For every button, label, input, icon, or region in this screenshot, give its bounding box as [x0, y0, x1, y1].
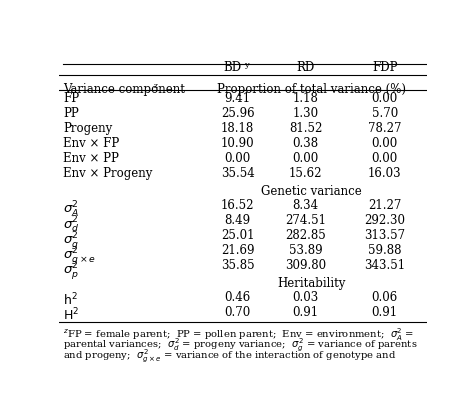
Text: 35.54: 35.54: [220, 167, 255, 181]
Text: Variance component: Variance component: [63, 83, 185, 96]
Text: 16.03: 16.03: [368, 167, 401, 181]
Text: 343.51: 343.51: [364, 259, 405, 272]
Text: 0.00: 0.00: [372, 152, 398, 165]
Text: 0.06: 0.06: [372, 290, 398, 304]
Text: 0.03: 0.03: [292, 290, 319, 304]
Text: 313.57: 313.57: [364, 229, 405, 242]
Text: Heritability: Heritability: [277, 277, 346, 290]
Text: parental variances;  $\sigma^2_d$ = progeny variance;  $\sigma^2_g$ = variance o: parental variances; $\sigma^2_d$ = proge…: [63, 337, 418, 354]
Text: FP: FP: [63, 92, 79, 105]
Text: $\sigma^2_g$: $\sigma^2_g$: [63, 230, 79, 252]
Text: Env × PP: Env × PP: [63, 152, 119, 165]
Text: 0.00: 0.00: [292, 152, 319, 165]
Text: 0.91: 0.91: [372, 306, 398, 319]
Text: Env × Progeny: Env × Progeny: [63, 167, 153, 181]
Text: 1.30: 1.30: [292, 107, 319, 120]
Text: z: z: [154, 82, 158, 90]
Text: 25.96: 25.96: [221, 107, 255, 120]
Text: 0.70: 0.70: [224, 306, 251, 319]
Text: 8.49: 8.49: [224, 214, 251, 227]
Text: 5.70: 5.70: [372, 107, 398, 120]
Text: 21.69: 21.69: [221, 244, 254, 257]
Text: PP: PP: [63, 107, 79, 120]
Text: 0.00: 0.00: [372, 137, 398, 150]
Text: $\sigma^2_d$: $\sigma^2_d$: [63, 215, 80, 235]
Text: BD: BD: [224, 61, 242, 74]
Text: 18.18: 18.18: [221, 122, 254, 135]
Text: y: y: [244, 61, 248, 69]
Text: 292.30: 292.30: [364, 214, 405, 227]
Text: 0.00: 0.00: [372, 92, 398, 105]
Text: 1.18: 1.18: [293, 92, 319, 105]
Text: 309.80: 309.80: [285, 259, 326, 272]
Text: 8.34: 8.34: [292, 199, 319, 212]
Text: 10.90: 10.90: [221, 137, 255, 150]
Text: 21.27: 21.27: [368, 199, 401, 212]
Text: 0.46: 0.46: [224, 290, 251, 304]
Text: $\sigma^2_p$: $\sigma^2_p$: [63, 260, 79, 282]
Text: $\sigma^2_{g\times e}$: $\sigma^2_{g\times e}$: [63, 245, 96, 267]
Text: Genetic variance: Genetic variance: [261, 186, 362, 198]
Text: 35.85: 35.85: [221, 259, 255, 272]
Text: 25.01: 25.01: [221, 229, 254, 242]
Text: 53.89: 53.89: [289, 244, 322, 257]
Text: H$^2$: H$^2$: [63, 306, 79, 323]
Text: 16.52: 16.52: [221, 199, 254, 212]
Text: Env × FP: Env × FP: [63, 137, 119, 150]
Text: 0.91: 0.91: [292, 306, 319, 319]
Text: $^z$FP = female parent;  PP = pollen parent;  Env = environment;  $\sigma^2_A$ =: $^z$FP = female parent; PP = pollen pare…: [63, 326, 414, 343]
Text: 0.00: 0.00: [224, 152, 251, 165]
Text: $\sigma^2_A$: $\sigma^2_A$: [63, 200, 79, 220]
Text: 274.51: 274.51: [285, 214, 326, 227]
Text: FDP: FDP: [372, 61, 398, 74]
Text: 9.41: 9.41: [224, 92, 251, 105]
Text: 81.52: 81.52: [289, 122, 322, 135]
Text: 59.88: 59.88: [368, 244, 401, 257]
Text: 282.85: 282.85: [285, 229, 326, 242]
Text: 15.62: 15.62: [289, 167, 322, 181]
Text: RD: RD: [297, 61, 315, 74]
Text: h$^2$: h$^2$: [63, 291, 78, 308]
Text: Proportion of total variance (%): Proportion of total variance (%): [217, 83, 406, 96]
Text: and progeny;  $\sigma^2_{g\times e}$ = variance of the interaction of genotype a: and progeny; $\sigma^2_{g\times e}$ = va…: [63, 347, 396, 365]
Text: 0.38: 0.38: [292, 137, 319, 150]
Text: 78.27: 78.27: [368, 122, 401, 135]
Text: Progeny: Progeny: [63, 122, 112, 135]
